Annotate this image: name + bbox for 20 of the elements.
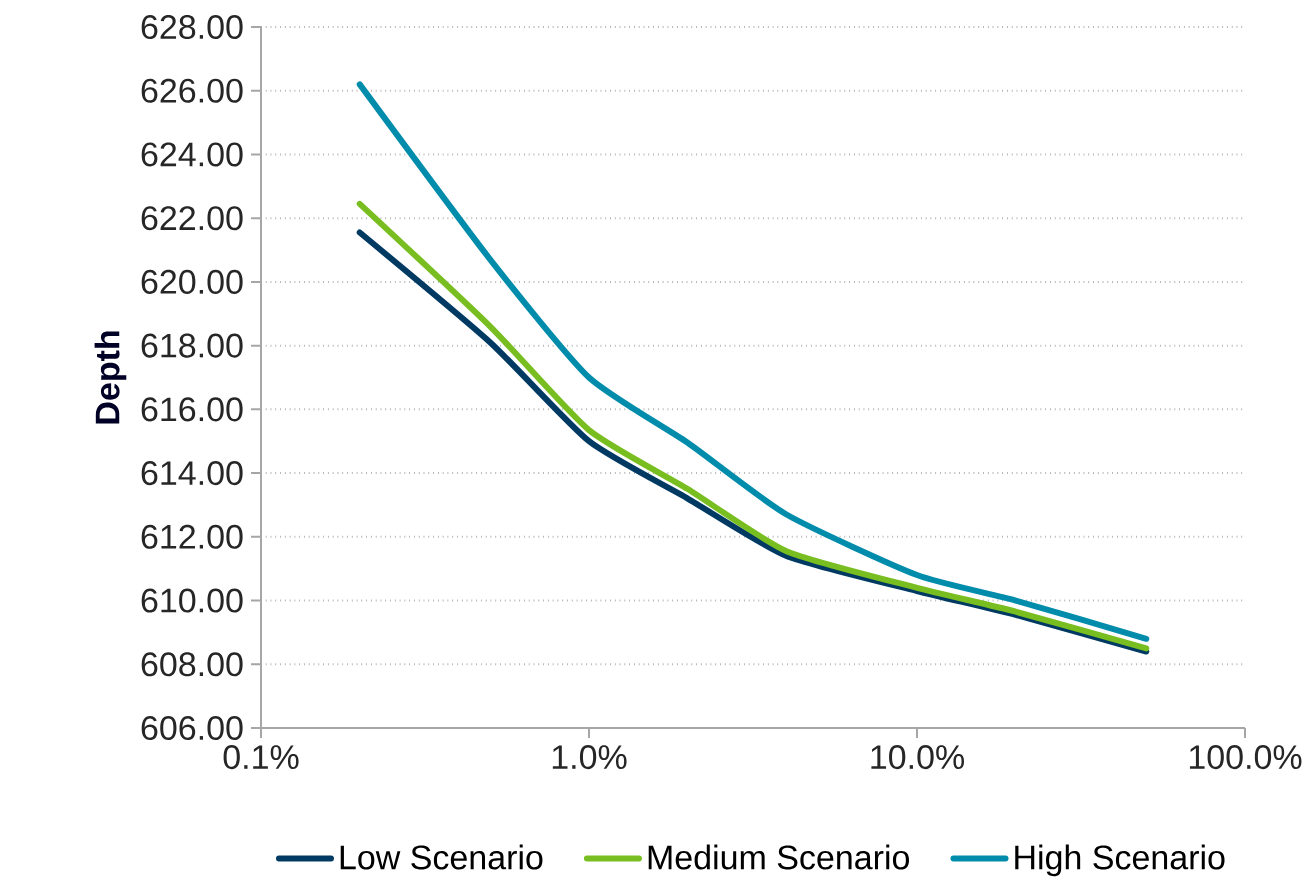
y-tick-label: 622.00 — [141, 206, 243, 231]
y-tick-label: 624.00 — [141, 142, 243, 167]
legend-label: High Scenario — [1015, 844, 1225, 877]
y-tick-label: 620.00 — [141, 269, 243, 294]
y-tick-label: 612.00 — [141, 524, 243, 549]
y-tick-label: 608.00 — [141, 652, 243, 677]
y-tick-label: 616.00 — [141, 397, 243, 422]
legend-label: Medium Scenario — [648, 844, 909, 870]
x-tick-label: 0.1% — [223, 745, 299, 770]
x-tick-label: 100.0% — [1189, 745, 1302, 770]
legend-label: Low Scenario — [340, 844, 543, 870]
y-tick-label: 626.00 — [141, 78, 243, 103]
x-tick-label: 10.0% — [871, 745, 964, 770]
y-tick-label: 610.00 — [141, 588, 243, 613]
y-tick-label: 614.00 — [141, 461, 243, 486]
y-tick-label: 618.00 — [141, 333, 243, 358]
y-axis-title: Depth — [94, 331, 127, 424]
y-tick-label: 606.00 — [141, 715, 243, 741]
y-tick-label: 628.00 — [141, 14, 243, 40]
x-tick-label: 1.0% — [552, 745, 627, 770]
